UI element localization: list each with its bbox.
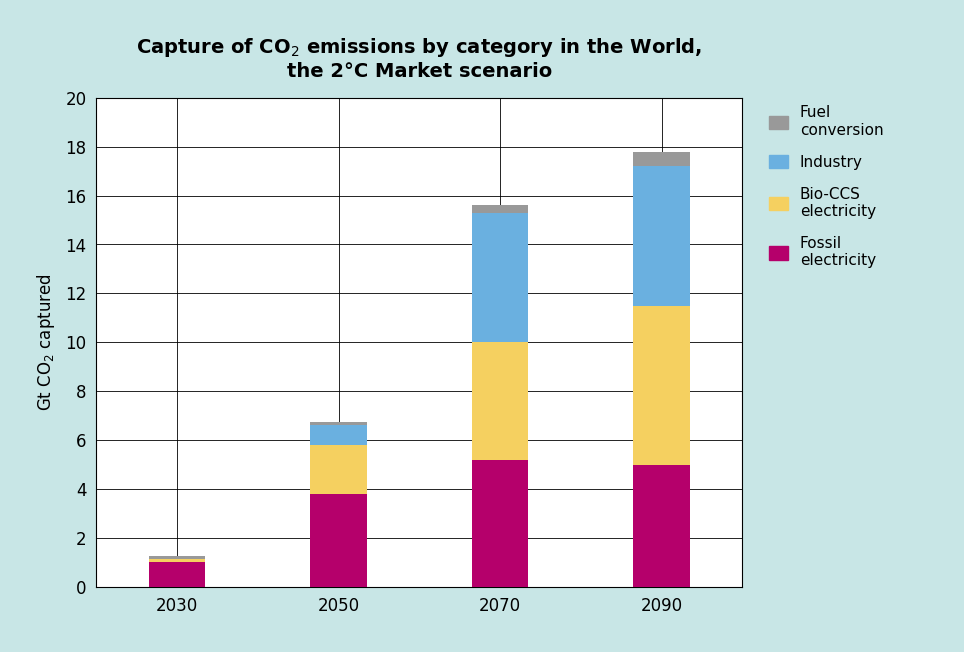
Bar [148, 556, 205, 559]
Bar [310, 422, 367, 426]
Bar [471, 342, 528, 460]
Bar [310, 445, 367, 494]
Bar [633, 306, 690, 464]
Bar [633, 152, 690, 166]
Bar [310, 494, 367, 587]
Legend: Fuel
conversion, Industry, Bio-CCS
electricity, Fossil
electricity: Fuel conversion, Industry, Bio-CCS elect… [769, 106, 883, 268]
Bar [633, 464, 690, 587]
Bar [310, 426, 367, 445]
Bar [471, 205, 528, 213]
Bar [633, 166, 690, 306]
Title: Capture of CO$_2$ emissions by category in the World,
the 2°C Market scenario: Capture of CO$_2$ emissions by category … [136, 36, 703, 81]
Bar [148, 559, 205, 562]
Bar [471, 213, 528, 342]
Bar [471, 460, 528, 587]
Bar [148, 562, 205, 587]
Y-axis label: Gt CO$_2$ captured: Gt CO$_2$ captured [35, 273, 57, 411]
